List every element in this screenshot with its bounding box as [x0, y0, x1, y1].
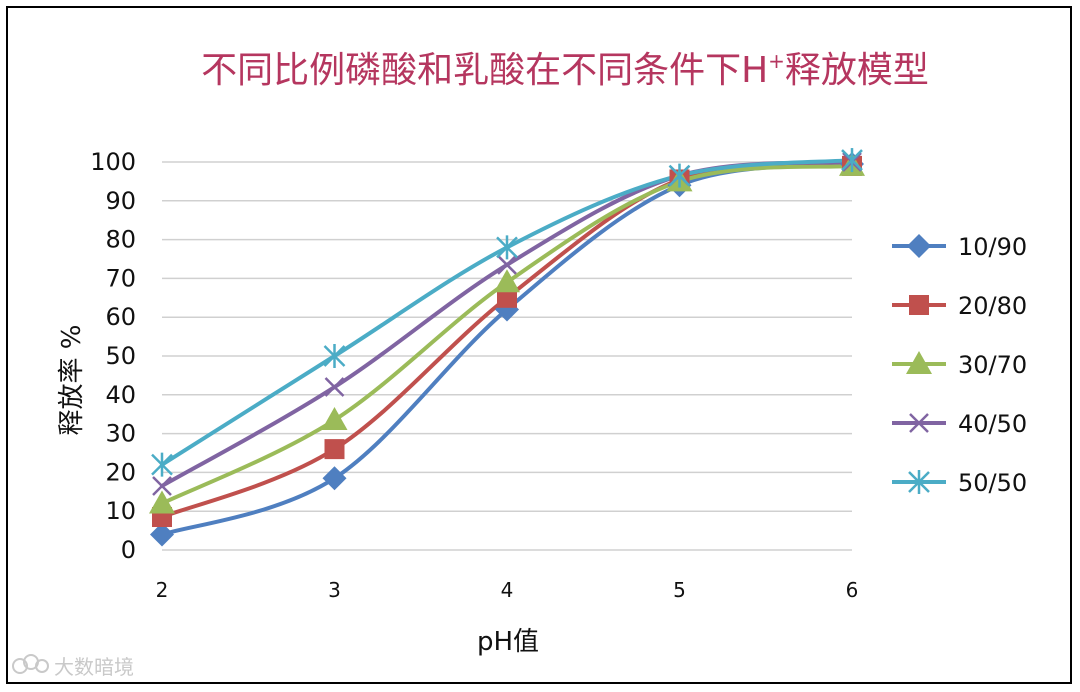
chart-title-superscript: + [768, 49, 785, 73]
legend-item: 50/50 [892, 469, 1027, 497]
data-point [152, 476, 172, 496]
data-point [150, 522, 174, 547]
legend-item: 20/80 [892, 292, 1027, 320]
cloud-logo-icon [12, 654, 49, 674]
y-tick-label: 50 [105, 342, 136, 370]
legend-label: 50/50 [958, 469, 1027, 497]
y-tick-label: 70 [105, 264, 136, 292]
data-point [841, 148, 863, 173]
data-point [497, 254, 517, 275]
x-tick-label: 4 [501, 578, 514, 602]
watermark-text: 大数暗境 [54, 655, 134, 679]
y-tick-labels: 0 10 20 30 40 50 60 70 80 90 100 [90, 148, 136, 564]
x-tick-label: 5 [673, 578, 686, 602]
y-tick-label: 20 [105, 458, 136, 486]
series-line [160, 161, 854, 537]
data-point [322, 466, 347, 491]
legend-label: 10/90 [958, 233, 1027, 261]
y-tick-label: 10 [105, 497, 136, 525]
x-axis-label: pH值 [477, 627, 539, 657]
x-tick-label: 6 [846, 578, 859, 602]
y-tick-label: 40 [105, 381, 136, 409]
data-point [324, 439, 345, 460]
legend-label: 30/70 [958, 351, 1027, 379]
legend: 10/90 20/80 30/70 40/50 50/50 [892, 233, 1027, 497]
data-point [494, 269, 520, 293]
y-axis-label: 释放率 % [57, 325, 87, 436]
data-point [668, 163, 691, 188]
gridlines [162, 161, 852, 551]
chart-title: 不同比例磷酸和乳酸在不同条件下H+释放模型 [201, 49, 929, 91]
legend-label: 20/80 [958, 292, 1027, 320]
data-point [151, 452, 173, 477]
series-line [160, 160, 854, 488]
data-point [496, 235, 518, 260]
legend-marker [908, 470, 930, 494]
y-tick-label: 0 [121, 536, 136, 564]
data-point [323, 344, 346, 368]
x-tick-label: 3 [328, 578, 341, 602]
x-tick-labels: 2 3 4 5 6 [156, 578, 859, 602]
legend-item: 30/70 [892, 351, 1027, 379]
data-point [149, 490, 175, 514]
legend-marker [906, 351, 932, 374]
y-tick-label: 90 [105, 187, 136, 215]
chart-frame [6, 6, 1072, 684]
y-tick-label: 80 [105, 226, 136, 254]
y-tick-label: 100 [90, 148, 136, 176]
legend-marker [909, 295, 929, 315]
data-point [497, 287, 517, 308]
series-line [160, 163, 854, 520]
chart-title-suffix: 释放模型 [785, 50, 929, 91]
series-line [160, 163, 854, 506]
y-tick-label: 30 [105, 420, 136, 448]
legend-label: 40/50 [958, 410, 1027, 438]
legend-item: 40/50 [892, 410, 1027, 438]
series-lines [160, 158, 854, 537]
chart-title-main: 不同比例磷酸和乳酸在不同条件下H [201, 50, 768, 91]
legend-marker [909, 413, 929, 433]
legend-item: 10/90 [892, 233, 1027, 261]
legend-marker [907, 234, 931, 258]
series-markers [149, 148, 865, 547]
watermark: 大数暗境 [12, 654, 134, 679]
data-point [321, 407, 348, 431]
data-point [324, 377, 345, 397]
y-tick-label: 60 [105, 303, 136, 331]
x-tick-label: 2 [156, 578, 169, 602]
